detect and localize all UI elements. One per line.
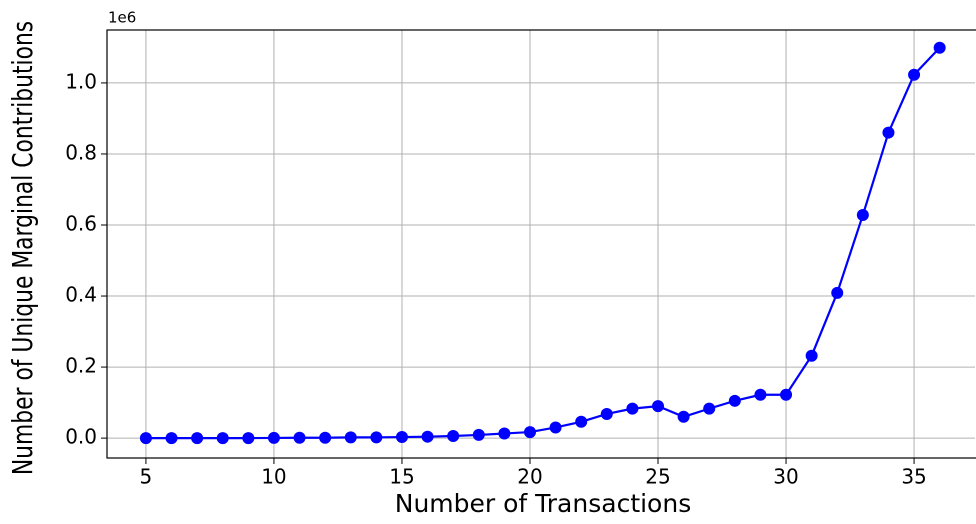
data-point — [242, 432, 255, 445]
data-point — [754, 388, 767, 401]
data-point — [267, 431, 280, 444]
data-point — [139, 432, 152, 445]
y-tick-label: 0.4 — [65, 283, 97, 307]
data-point — [652, 400, 665, 413]
data-point — [831, 286, 844, 299]
data-point — [780, 388, 793, 401]
x-tick-label: 35 — [901, 465, 926, 489]
data-point — [395, 431, 408, 444]
x-tick-label: 30 — [773, 465, 798, 489]
data-line — [145, 47, 941, 440]
data-point — [447, 429, 460, 442]
x-tick-label: 10 — [261, 465, 286, 489]
data-point — [805, 349, 818, 362]
plot-frame — [106, 29, 976, 459]
data-point — [370, 431, 383, 444]
data-point — [216, 432, 229, 445]
data-point — [703, 402, 716, 415]
data-point — [549, 421, 562, 434]
y-tick-label: 0.6 — [65, 211, 97, 235]
y-tick-label: 0.2 — [65, 354, 97, 378]
data-point — [472, 428, 485, 441]
data-point — [191, 432, 204, 445]
x-tick-label: 25 — [645, 465, 670, 489]
data-point — [626, 402, 639, 415]
data-point — [600, 407, 613, 420]
y-tick-label: 1.0 — [65, 69, 97, 93]
data-point — [421, 430, 434, 443]
x-tick-label: 15 — [389, 465, 414, 489]
y-offset-label: 1e6 — [108, 9, 136, 27]
data-point — [498, 427, 511, 440]
data-point — [728, 394, 741, 407]
data-point — [856, 209, 869, 222]
y-axis-label: Number of Unique Marginal Contributions — [6, 21, 38, 475]
y-tick-label: 0.8 — [65, 140, 97, 164]
data-point — [677, 410, 690, 423]
data-point — [344, 431, 357, 444]
data-point — [575, 415, 588, 428]
data-point — [293, 431, 306, 444]
x-axis-label: Number of Transactions — [395, 489, 691, 518]
data-point — [882, 126, 895, 139]
x-tick-label: 20 — [517, 465, 542, 489]
y-tick-label: 0.0 — [65, 425, 97, 449]
data-point — [933, 41, 946, 54]
data-point — [523, 426, 536, 439]
data-point — [165, 432, 178, 445]
data-point — [319, 431, 332, 444]
data-point — [908, 68, 921, 81]
x-tick-label: 5 — [140, 465, 153, 489]
